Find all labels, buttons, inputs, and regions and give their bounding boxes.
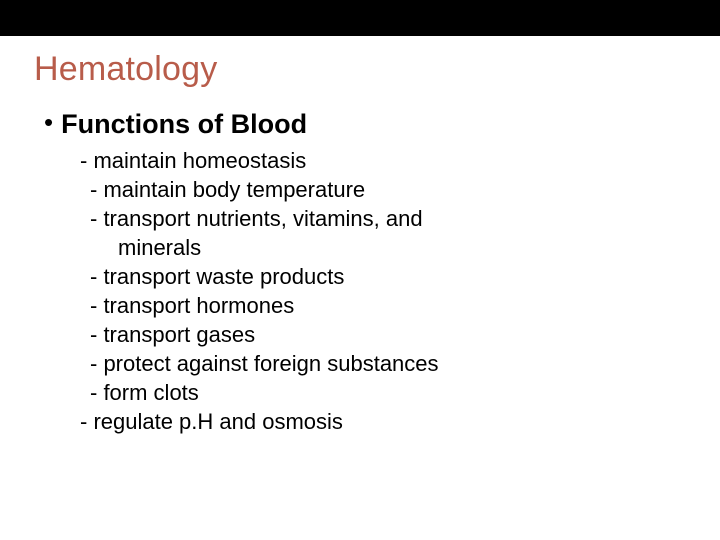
list-item: - protect against foreign substances (90, 349, 686, 378)
list-item: - regulate p.H and osmosis (80, 407, 686, 436)
list-item: - maintain homeostasis (80, 146, 686, 175)
list-item: - maintain body temperature (90, 175, 686, 204)
list-item: minerals (118, 233, 686, 262)
list-item: - transport hormones (90, 291, 686, 320)
subtitle-row: • Functions of Blood (44, 109, 686, 140)
bullet-icon: • (44, 109, 53, 135)
subtitle: Functions of Blood (61, 109, 307, 140)
top-bar (0, 0, 720, 36)
function-list: - maintain homeostasis - maintain body t… (80, 146, 686, 436)
slide-content: Hematology • Functions of Blood - mainta… (0, 36, 720, 436)
list-item: - form clots (90, 378, 686, 407)
list-item: - transport gases (90, 320, 686, 349)
page-title: Hematology (34, 50, 686, 89)
list-item: - transport nutrients, vitamins, and (90, 204, 686, 233)
list-item: - transport waste products (90, 262, 686, 291)
